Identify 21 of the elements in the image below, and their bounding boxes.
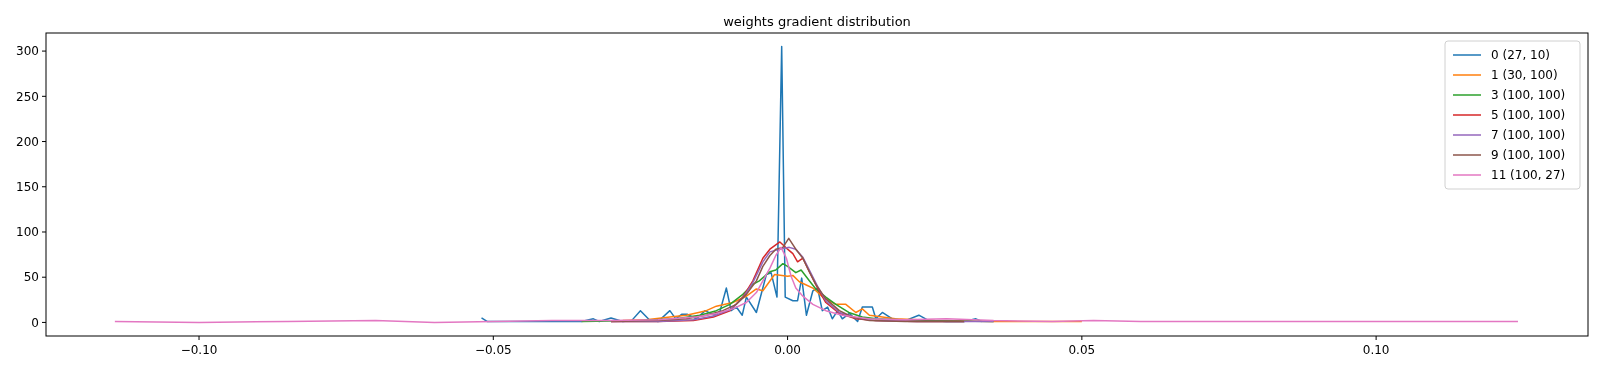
y-tick-label: 200 (16, 134, 39, 149)
legend-label: 1 (30, 100) (1491, 68, 1558, 83)
x-tick-label: 0.05 (1068, 343, 1096, 357)
legend-label: 0 (27, 10) (1491, 48, 1550, 63)
legend-label: 5 (100, 100) (1491, 108, 1566, 123)
y-tick-label: 150 (16, 179, 39, 194)
chart-title: weights gradient distribution (723, 14, 911, 29)
y-tick-label: 100 (16, 225, 39, 240)
x-tick-label: 0.00 (774, 343, 801, 357)
legend-label: 9 (100, 100) (1491, 148, 1566, 163)
x-tick-label: −0.05 (474, 343, 512, 357)
legend-label: 7 (100, 100) (1491, 128, 1566, 143)
x-tick-label: −0.10 (180, 343, 218, 357)
y-tick-label: 0 (31, 315, 39, 330)
line-series (114, 246, 1519, 324)
y-tick-label: 300 (16, 44, 39, 59)
legend-label: 3 (100, 100) (1491, 88, 1566, 103)
y-tick-label: 250 (16, 89, 39, 104)
x-tick-label: 0.10 (1362, 343, 1390, 357)
y-tick-label: 50 (23, 270, 39, 285)
legend-label: 11 (100, 27) (1491, 168, 1566, 183)
